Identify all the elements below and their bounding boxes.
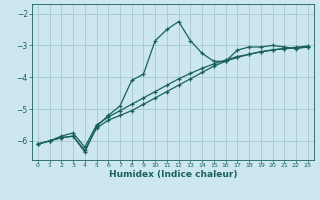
X-axis label: Humidex (Indice chaleur): Humidex (Indice chaleur) <box>108 170 237 179</box>
